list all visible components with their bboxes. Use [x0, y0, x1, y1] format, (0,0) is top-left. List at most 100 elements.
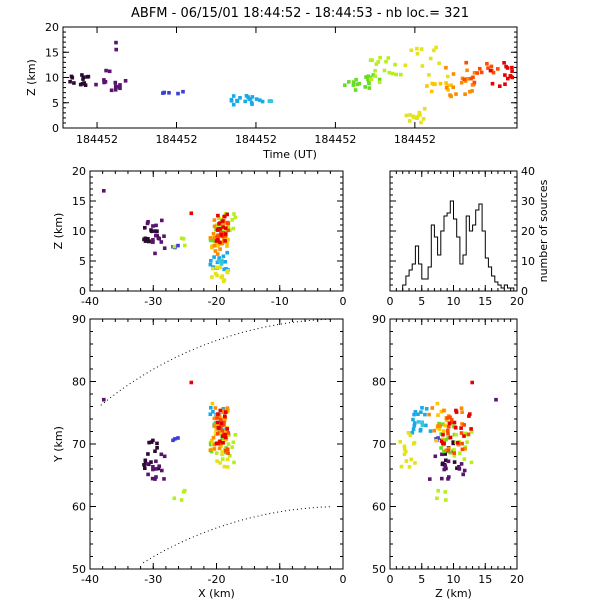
plan-point [232, 460, 236, 465]
time-point [408, 113, 412, 117]
time-point [470, 83, 475, 87]
plan-point [102, 397, 106, 402]
zy-point [418, 427, 423, 432]
hist-panel-ylabel: number of sources [537, 179, 550, 282]
zy-point [454, 408, 458, 413]
time-point [81, 77, 85, 81]
zy-point [494, 397, 498, 402]
plan-point [233, 433, 238, 437]
plan-point [151, 438, 155, 443]
xz-point [153, 229, 157, 233]
zy-point [460, 422, 464, 426]
zy-point [443, 452, 447, 456]
time-point [509, 74, 513, 79]
time-point [407, 119, 412, 123]
time-point [451, 85, 455, 90]
xz-point [217, 216, 221, 220]
xz-point [220, 258, 224, 263]
plan-point [215, 423, 219, 428]
xz-point [217, 258, 221, 263]
zy-panel-ytick-label: 70 [372, 438, 386, 451]
time-point [235, 98, 239, 103]
time-point [113, 80, 118, 85]
plan-point [213, 431, 218, 435]
xz-panel-ylabel: Z (km) [52, 213, 65, 250]
zy-point [413, 410, 418, 414]
zy-point [444, 458, 448, 463]
time-panel-xtick-label: 184452 [314, 133, 356, 146]
plan-point [220, 436, 224, 440]
plan-point [151, 467, 155, 472]
time-point [363, 85, 367, 89]
zy-point [435, 401, 440, 406]
time-point [502, 61, 506, 65]
time-point [354, 77, 358, 82]
zy-point [420, 423, 425, 427]
time-point [113, 84, 118, 88]
plan-point [223, 429, 227, 433]
zy-point [451, 441, 456, 446]
xz-point [218, 227, 223, 231]
zy-point [447, 475, 451, 479]
plan-point [221, 410, 225, 414]
xz-point [226, 225, 231, 229]
zy-point [462, 468, 467, 473]
zy-panel-ytick-label: 90 [372, 313, 386, 326]
xz-panel-ytick-label: 5 [79, 255, 86, 268]
xz-point [216, 227, 221, 231]
plan-point [151, 465, 155, 469]
zy-point [428, 477, 432, 481]
time-point [503, 73, 507, 77]
zy-point [446, 436, 450, 440]
xz-point [212, 243, 217, 248]
zy-point [411, 441, 416, 446]
plan-panel-xlabel: X (km) [198, 587, 235, 600]
plan-point [214, 451, 219, 455]
plan-point [222, 464, 227, 469]
plan-point [226, 451, 230, 455]
time-panel-xtick-label: 184452 [235, 133, 277, 146]
time-point [102, 80, 106, 85]
plan-point [225, 427, 229, 431]
plan-point [220, 449, 225, 454]
zy-point [446, 477, 450, 481]
xz-point [150, 240, 155, 244]
time-point [386, 56, 391, 60]
zy-point [428, 429, 433, 433]
time-point [451, 72, 456, 76]
zy-point [459, 426, 463, 430]
time-point [80, 73, 84, 77]
zy-point [398, 440, 402, 444]
zy-point [446, 459, 451, 464]
zy-point [463, 445, 468, 449]
time-point [510, 65, 514, 70]
xz-point [226, 228, 230, 233]
plan-point [159, 452, 164, 457]
time-point [115, 85, 120, 89]
zy-point [456, 442, 461, 447]
plan-point [224, 410, 228, 414]
xz-point [223, 260, 228, 264]
xz-point [154, 233, 158, 238]
zy-panel-ytick-label: 50 [372, 563, 386, 576]
plan-panel-xtick-label: -30 [144, 573, 162, 586]
zy-point [460, 410, 464, 414]
time-point [463, 92, 467, 96]
plan-point [218, 461, 222, 465]
zy-point [409, 457, 413, 462]
plan-panel-ytick-label: 90 [72, 313, 86, 326]
xz-point [219, 275, 223, 280]
time-point [373, 68, 377, 73]
xz-point [147, 239, 151, 243]
zy-point [452, 420, 457, 425]
plan-point [216, 431, 220, 436]
time-panel-ytick-label: 20 [45, 21, 59, 34]
plan-point [220, 452, 224, 457]
xz-point [208, 238, 213, 243]
zy-point [461, 472, 465, 477]
time-point [244, 94, 249, 98]
time-point [489, 64, 494, 69]
plan-point [153, 449, 157, 453]
xz-point [225, 212, 229, 217]
plan-point [230, 445, 234, 449]
